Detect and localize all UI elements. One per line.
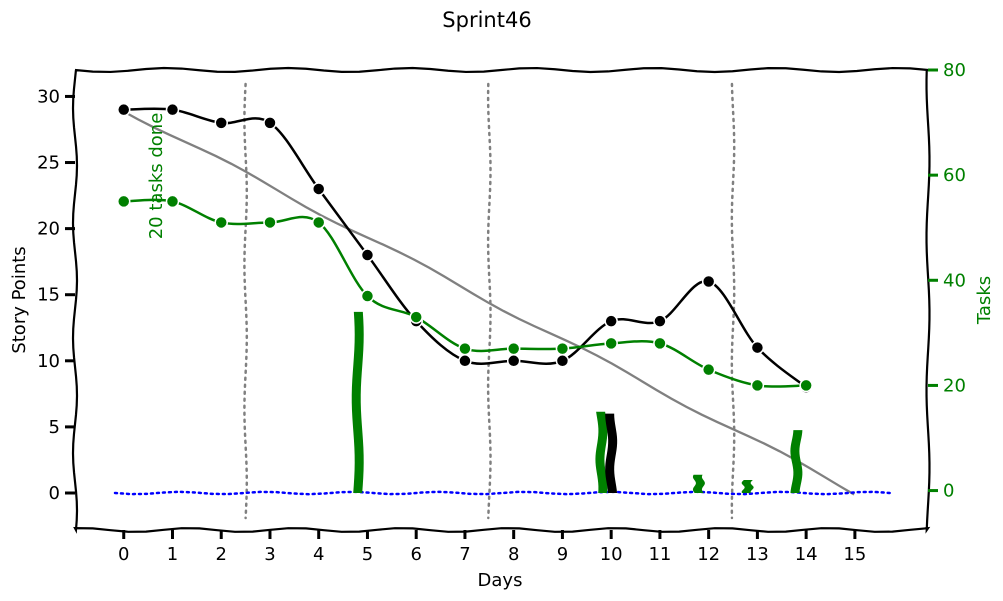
- bar: [351, 311, 364, 493]
- x-tick-label: 11: [648, 544, 671, 565]
- story-point: [360, 248, 375, 262]
- bar-layer: [351, 311, 803, 493]
- x-tick-label: 8: [508, 544, 519, 565]
- story-point: [311, 182, 326, 196]
- tasks-point: [701, 362, 716, 377]
- tasks-point: [116, 194, 131, 209]
- y-tick-label: 0: [49, 483, 60, 504]
- x-tick-label: 12: [697, 544, 720, 565]
- story-point: [701, 274, 716, 289]
- story-point: [214, 116, 228, 130]
- tasks-point: [263, 215, 277, 230]
- x-axis-label: Days: [478, 570, 523, 591]
- tasks-point: [409, 310, 423, 324]
- x-tick-label: 7: [459, 544, 470, 565]
- y-tick-label: 30: [37, 86, 60, 107]
- x-tick-label: 6: [410, 544, 421, 565]
- tasks-point: [555, 341, 570, 356]
- axes-layer: 0 1 2 3 4 5 6 7 8 9 10 11 12 13 14 15051015202530020406…: [37, 60, 966, 565]
- story-point: [604, 314, 618, 328]
- y2-tick-label: 80: [943, 60, 966, 81]
- y-tick-label: 25: [37, 153, 60, 174]
- y2-tick-label: 40: [943, 270, 966, 291]
- story-point: [555, 354, 570, 368]
- bar: [595, 411, 608, 493]
- y-tick-label: 15: [37, 285, 60, 306]
- tasks-point: [506, 341, 521, 356]
- x-tick-label: 1: [167, 544, 178, 565]
- y-tick-label: 20: [37, 219, 60, 240]
- bar: [790, 430, 803, 493]
- sprint-boundaries: [243, 82, 736, 520]
- chart-title: Sprint46: [442, 8, 531, 32]
- point-layer: [116, 102, 813, 394]
- story-point: [506, 354, 521, 368]
- tasks-point: [799, 378, 813, 393]
- tasks-point: [214, 215, 228, 230]
- bar: [605, 413, 618, 493]
- x-tick-label: 0: [118, 544, 129, 565]
- y2-axis-label: Tasks: [974, 276, 995, 325]
- ideal-line-layer: [122, 110, 855, 496]
- y2-tick-label: 60: [943, 165, 966, 186]
- plot-frame: [71, 66, 931, 534]
- ideal-burndown-line: [122, 110, 855, 496]
- bar: [741, 480, 754, 493]
- tasks-point: [165, 194, 180, 209]
- x-tick-label: 15: [843, 544, 866, 565]
- y-tick-label: 5: [49, 417, 60, 438]
- y-axis-label: Story Points: [9, 246, 30, 353]
- story-point: [458, 354, 472, 368]
- y-tick-label: 10: [37, 351, 60, 372]
- x-tick-label: 5: [362, 544, 373, 565]
- bar: [692, 474, 705, 493]
- sprint-boundary-line: [486, 82, 492, 520]
- zero-reference-line: [113, 490, 892, 496]
- story-point: [165, 102, 180, 117]
- story-point: [263, 116, 277, 130]
- tasks-point: [604, 336, 618, 351]
- tasks-point: [458, 341, 472, 356]
- x-tick-label: 10: [600, 544, 623, 565]
- zero-line-layer: [113, 490, 892, 496]
- tasks-point: [360, 289, 375, 303]
- x-tick-label: 13: [746, 544, 769, 565]
- sprint-boundary-line: [243, 82, 249, 520]
- tasks-done-annotation: 20 tasks done: [146, 113, 167, 240]
- sprint-boundary-line: [730, 82, 736, 520]
- y2-tick-label: 0: [943, 481, 954, 502]
- tasks-point: [750, 378, 765, 393]
- x-tick-label: 4: [313, 544, 324, 565]
- story-point: [750, 340, 765, 355]
- story-point: [116, 102, 131, 117]
- x-tick-label: 9: [557, 544, 568, 565]
- tasks-point: [653, 336, 667, 351]
- story-point: [653, 314, 667, 328]
- tasks-point: [311, 215, 326, 230]
- x-tick-label: 14: [795, 544, 818, 565]
- x-tick-label: 2: [216, 544, 227, 565]
- x-tick-label: 3: [264, 544, 275, 565]
- y2-tick-label: 20: [943, 375, 966, 396]
